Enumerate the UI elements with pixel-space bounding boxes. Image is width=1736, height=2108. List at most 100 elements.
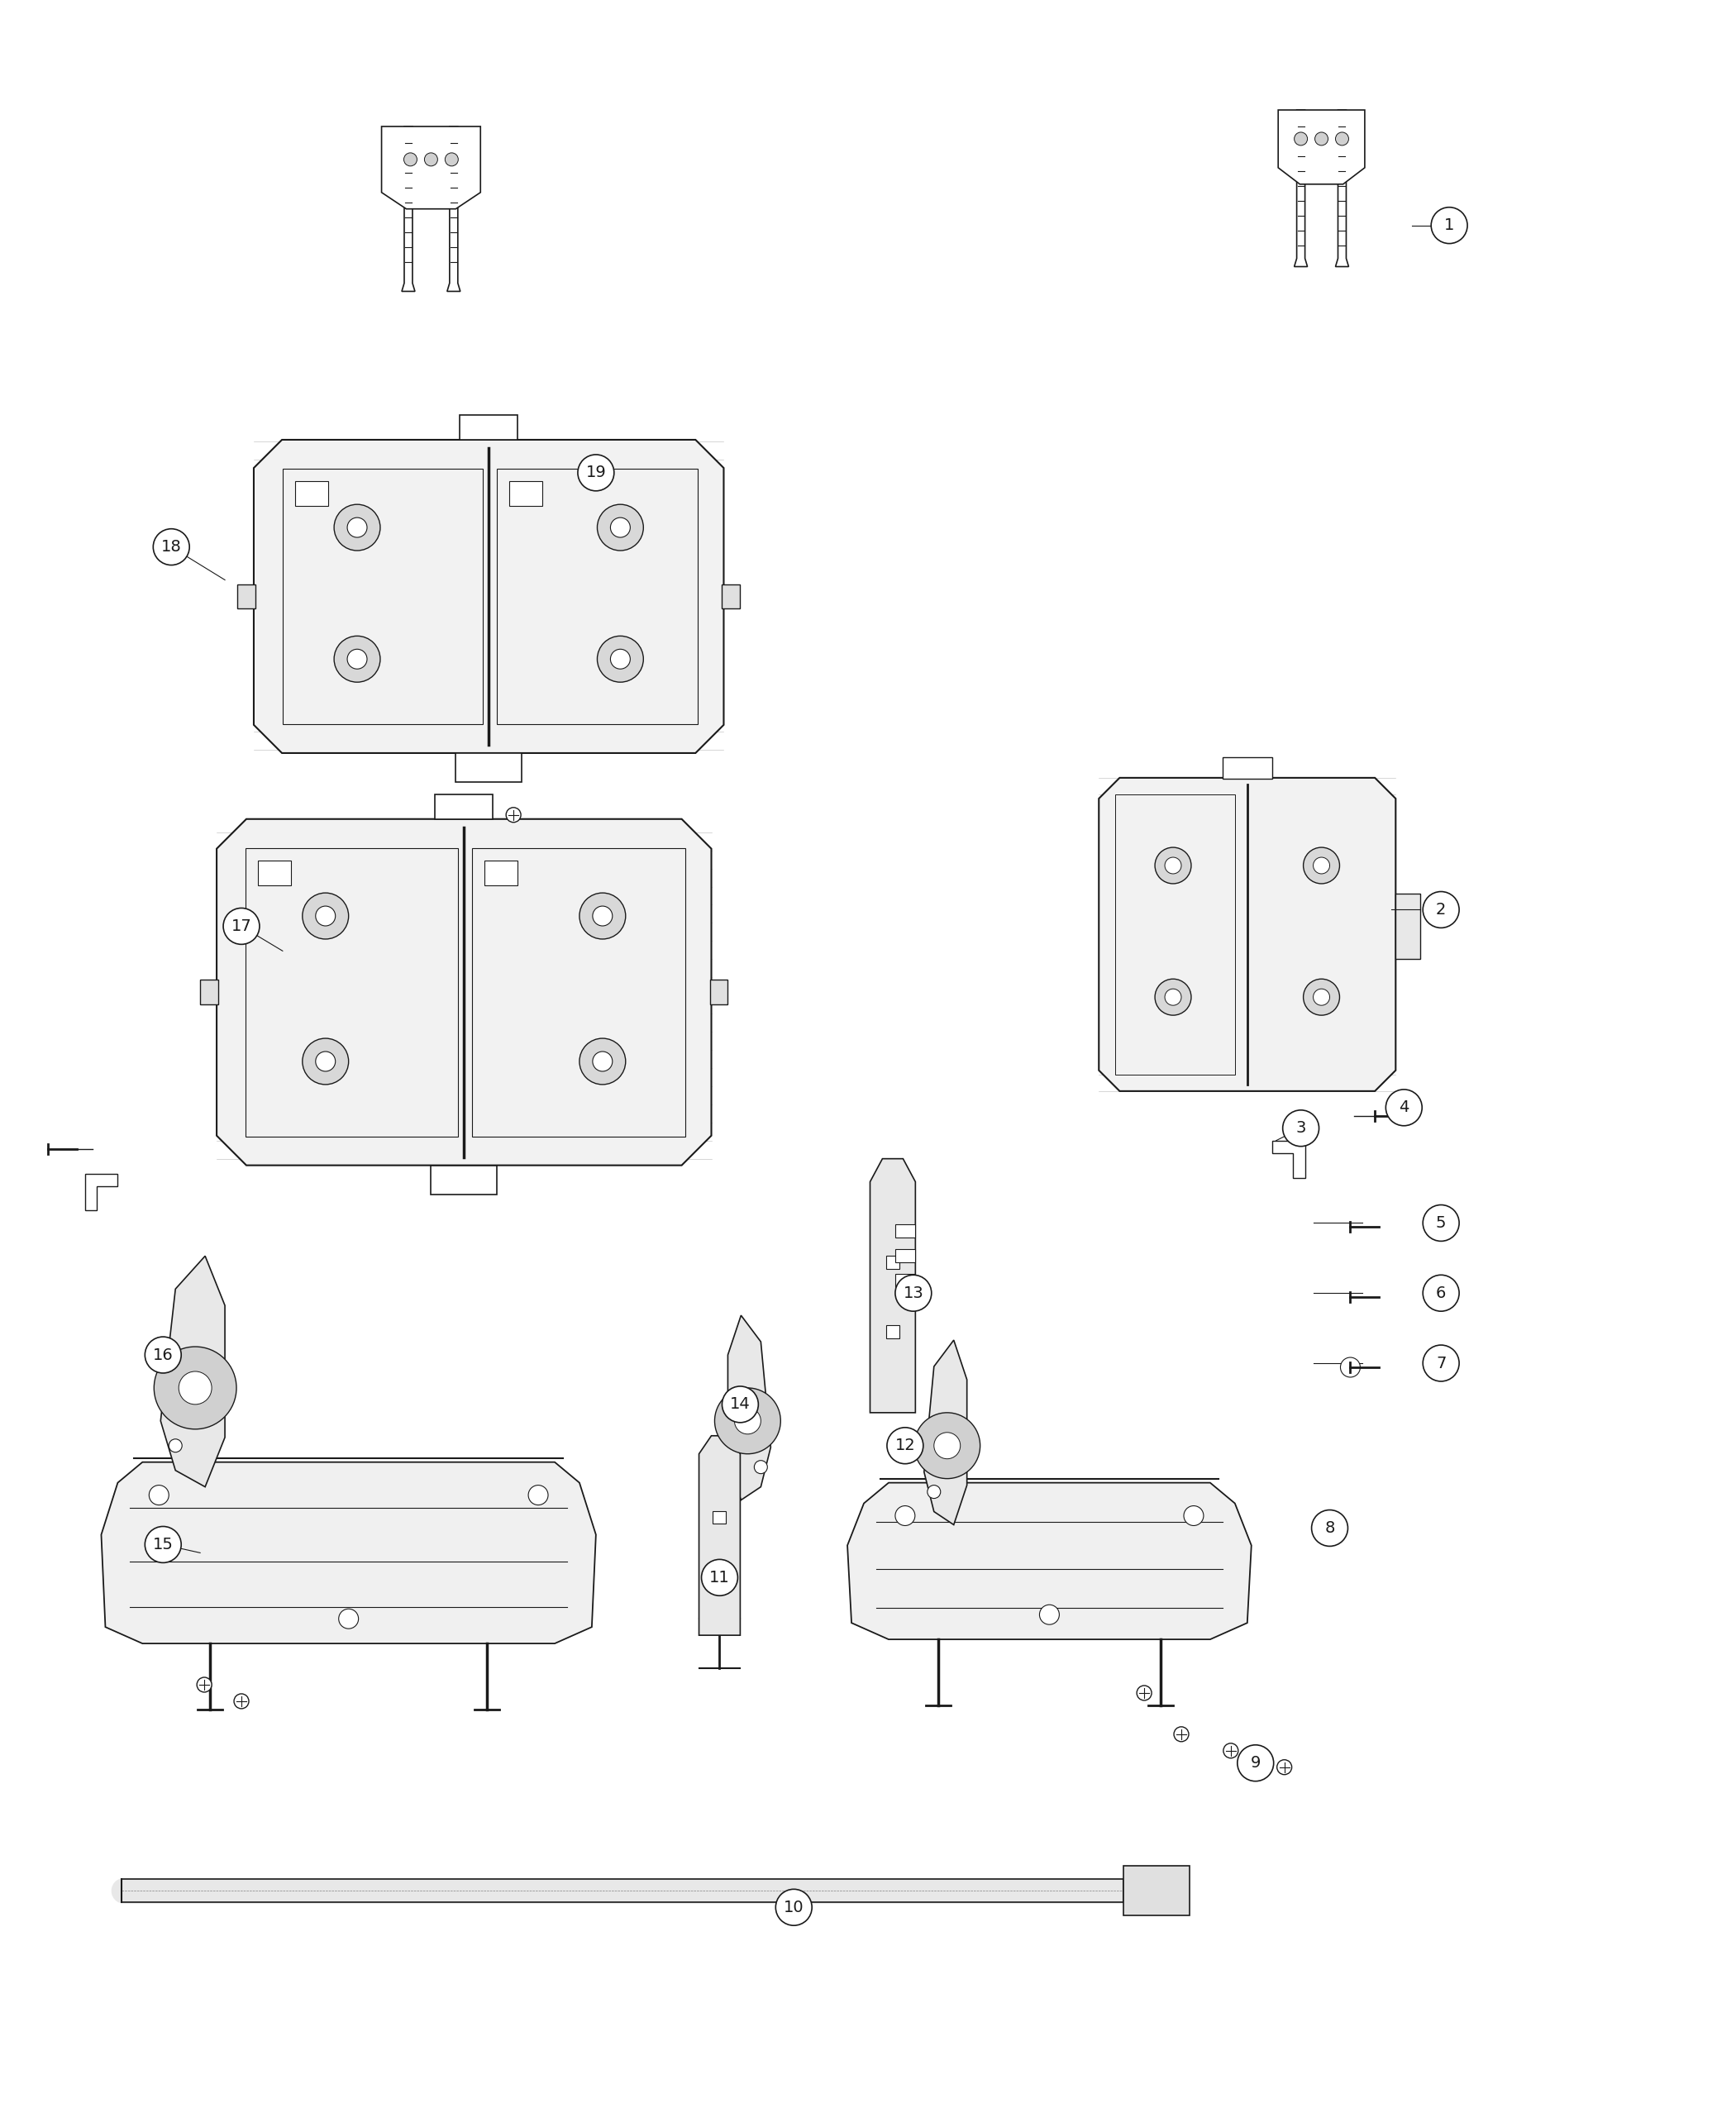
Circle shape (333, 504, 380, 550)
Polygon shape (924, 1341, 967, 1524)
FancyBboxPatch shape (1123, 1866, 1189, 1916)
Circle shape (1137, 1686, 1151, 1701)
FancyBboxPatch shape (713, 1564, 726, 1579)
FancyBboxPatch shape (484, 860, 517, 885)
FancyBboxPatch shape (259, 860, 292, 885)
Circle shape (580, 894, 625, 938)
Text: 8: 8 (1325, 1520, 1335, 1537)
FancyBboxPatch shape (200, 980, 219, 1006)
Text: 4: 4 (1399, 1100, 1410, 1115)
Circle shape (333, 637, 380, 683)
Circle shape (153, 529, 189, 565)
Circle shape (896, 1275, 932, 1311)
Circle shape (1424, 1275, 1460, 1311)
Text: 15: 15 (153, 1537, 174, 1551)
Polygon shape (401, 126, 415, 291)
Circle shape (1154, 978, 1191, 1016)
Text: 7: 7 (1436, 1355, 1446, 1370)
Circle shape (1314, 133, 1328, 145)
Text: 19: 19 (585, 466, 606, 481)
Circle shape (592, 1052, 613, 1071)
Circle shape (168, 1440, 182, 1452)
FancyBboxPatch shape (295, 481, 328, 506)
Circle shape (753, 1461, 767, 1473)
FancyBboxPatch shape (713, 1511, 726, 1524)
Circle shape (404, 154, 417, 167)
FancyBboxPatch shape (457, 753, 523, 782)
FancyBboxPatch shape (722, 584, 740, 609)
Circle shape (347, 649, 366, 668)
Circle shape (1340, 1358, 1361, 1377)
Text: 14: 14 (729, 1398, 750, 1412)
Circle shape (339, 1608, 358, 1629)
Circle shape (1174, 1726, 1189, 1741)
Circle shape (701, 1560, 738, 1596)
Circle shape (1304, 847, 1340, 883)
Circle shape (1295, 133, 1307, 145)
Polygon shape (161, 1256, 226, 1486)
Circle shape (1278, 1760, 1292, 1775)
FancyBboxPatch shape (1222, 757, 1272, 778)
Circle shape (776, 1889, 812, 1925)
Polygon shape (217, 820, 712, 1166)
Circle shape (528, 1486, 549, 1505)
Text: 9: 9 (1250, 1756, 1260, 1771)
Polygon shape (253, 441, 724, 753)
Text: 18: 18 (161, 540, 182, 554)
Text: 10: 10 (783, 1899, 804, 1916)
Polygon shape (101, 1463, 595, 1644)
Circle shape (1165, 858, 1180, 875)
Polygon shape (1278, 110, 1364, 183)
FancyBboxPatch shape (436, 795, 493, 820)
Circle shape (611, 519, 630, 538)
Polygon shape (1099, 778, 1396, 1092)
Circle shape (196, 1678, 212, 1693)
FancyBboxPatch shape (431, 1166, 496, 1193)
Circle shape (1430, 207, 1467, 245)
Circle shape (896, 1505, 915, 1526)
Text: 16: 16 (153, 1347, 174, 1362)
Polygon shape (700, 1436, 740, 1636)
Circle shape (1165, 989, 1180, 1006)
Polygon shape (870, 1159, 915, 1412)
Circle shape (597, 637, 644, 683)
Circle shape (444, 154, 458, 167)
Polygon shape (1335, 110, 1349, 266)
Polygon shape (382, 126, 481, 209)
FancyBboxPatch shape (710, 980, 727, 1006)
Text: 11: 11 (710, 1570, 729, 1585)
FancyBboxPatch shape (238, 584, 255, 609)
FancyBboxPatch shape (885, 1256, 899, 1269)
Text: 6: 6 (1436, 1286, 1446, 1301)
Circle shape (611, 649, 630, 668)
FancyBboxPatch shape (509, 481, 542, 506)
Circle shape (144, 1336, 181, 1372)
Circle shape (1424, 1345, 1460, 1381)
Circle shape (302, 1039, 349, 1084)
Circle shape (224, 909, 260, 944)
FancyBboxPatch shape (896, 1225, 915, 1237)
Circle shape (234, 1695, 248, 1710)
Circle shape (578, 455, 615, 491)
Circle shape (179, 1372, 212, 1404)
Circle shape (715, 1387, 781, 1455)
Polygon shape (85, 1174, 118, 1210)
Circle shape (316, 906, 335, 925)
Circle shape (887, 1427, 924, 1463)
Circle shape (734, 1408, 760, 1433)
Circle shape (1238, 1745, 1274, 1781)
Text: 3: 3 (1295, 1119, 1305, 1136)
Circle shape (1385, 1090, 1422, 1126)
FancyBboxPatch shape (885, 1326, 899, 1339)
FancyBboxPatch shape (460, 415, 517, 441)
Circle shape (302, 894, 349, 938)
Text: 5: 5 (1436, 1214, 1446, 1231)
FancyBboxPatch shape (896, 1250, 915, 1263)
Circle shape (1154, 847, 1191, 883)
Text: 12: 12 (894, 1438, 915, 1455)
Text: 2: 2 (1436, 902, 1446, 917)
Circle shape (155, 1347, 236, 1429)
Text: 13: 13 (903, 1286, 924, 1301)
Circle shape (1224, 1743, 1238, 1758)
Circle shape (722, 1387, 759, 1423)
